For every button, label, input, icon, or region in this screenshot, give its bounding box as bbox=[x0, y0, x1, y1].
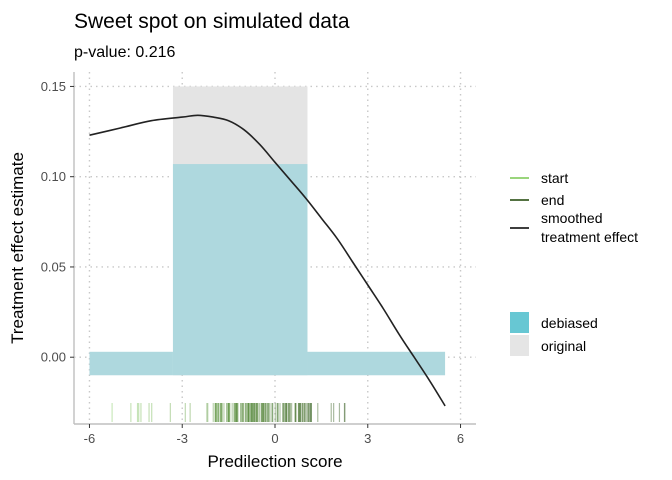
y-tick-label: 0.00 bbox=[41, 350, 66, 365]
y-tick-label: 0.15 bbox=[41, 79, 66, 94]
legend-label: start bbox=[541, 170, 568, 186]
x-tick-label: -6 bbox=[84, 431, 96, 446]
legend-label: treatment effect bbox=[541, 229, 638, 245]
tick-labels: -6 -3 0 3 6 0.00 0.05 0.10 0.15 bbox=[41, 79, 464, 446]
chart-title: Sweet spot on simulated data bbox=[74, 10, 350, 33]
legend-fill-key bbox=[510, 335, 529, 356]
legend-label: smoothed bbox=[541, 210, 602, 226]
x-tick-label: -3 bbox=[176, 431, 188, 446]
smoothed-curve-layer bbox=[89, 114, 446, 407]
legend-fill-key bbox=[510, 312, 529, 333]
legend: start end smoothed treatment effect debiased… bbox=[510, 170, 638, 356]
legend-label: debiased bbox=[541, 315, 598, 331]
chart-subtitle: p-value: 0.216 bbox=[74, 44, 176, 61]
debiased-region bbox=[172, 164, 308, 376]
x-tick-label: 6 bbox=[457, 431, 464, 446]
y-tick-label: 0.05 bbox=[41, 259, 66, 274]
x-axis-title: Predilection score bbox=[207, 452, 342, 471]
smoothed-effect-line bbox=[89, 114, 446, 407]
rug-marks bbox=[111, 403, 346, 422]
legend-label: original bbox=[541, 338, 586, 354]
legend-label: end bbox=[541, 192, 564, 208]
x-tick-label: 3 bbox=[364, 431, 371, 446]
y-axis-title: Treatment effect estimate bbox=[8, 152, 27, 344]
debiased-region bbox=[89, 351, 173, 376]
y-tick-label: 0.10 bbox=[41, 169, 66, 184]
x-tick-label: 0 bbox=[271, 431, 278, 446]
regions bbox=[89, 86, 446, 376]
debiased-region bbox=[307, 351, 446, 376]
